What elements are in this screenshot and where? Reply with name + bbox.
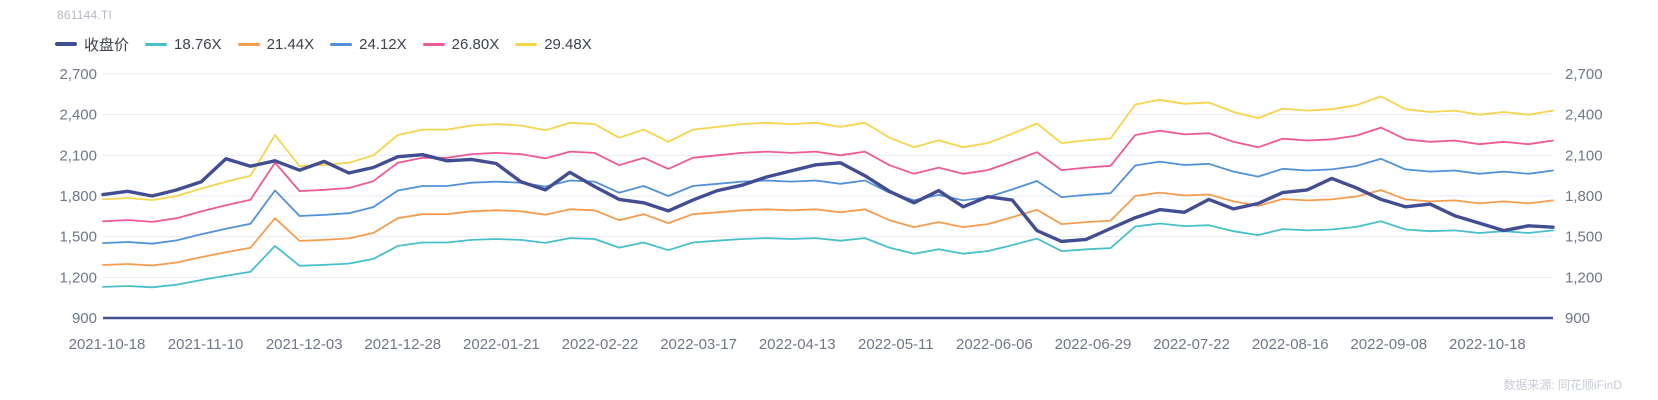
legend-item-24.12X[interactable]: 24.12X	[330, 36, 407, 53]
legend-label: 29.48X	[544, 35, 592, 53]
x-axis-label: 2022-10-18	[1449, 336, 1526, 353]
x-axis-label: 2022-01-21	[463, 336, 540, 353]
series-line-收盘价	[101, 152, 1555, 244]
series-line-26.80X	[102, 126, 1554, 223]
legend-item-收盘价[interactable]: 收盘价	[55, 34, 129, 55]
legend-item-18.76X[interactable]: 18.76X	[145, 36, 222, 53]
y-axis-label: 900	[1565, 310, 1590, 327]
x-axis-labels: 2021-10-18 2021-11-10 2021-12-03 2021-12-28…	[69, 336, 1526, 353]
x-axis-label: 2022-06-06	[956, 336, 1033, 353]
legend-item-21.44X[interactable]: 21.44X	[237, 35, 315, 53]
y-axis-label: 2,700	[1565, 66, 1603, 83]
x-axis-label: 2021-12-28	[364, 336, 441, 353]
y-axis-label: 1,800	[59, 188, 97, 205]
legend-swatch	[55, 42, 77, 46]
legend-swatch	[237, 42, 260, 46]
legend-label: 24.12X	[359, 35, 407, 53]
x-axis-label: 2021-10-18	[69, 336, 146, 353]
legend-item-29.48X[interactable]: 29.48X	[515, 36, 592, 53]
chart-legend: 收盘价 18.76X 21.44X 24.12X 26.80X 29.48X	[55, 34, 608, 55]
series-line-29.48X	[102, 95, 1554, 202]
legend-label: 收盘价	[84, 36, 130, 54]
legend-swatch	[145, 42, 168, 46]
legend-swatch	[422, 42, 445, 46]
legend-swatch	[515, 42, 538, 46]
y-axis-label: 2,400	[59, 107, 97, 124]
y-axis-label: 2,100	[1565, 147, 1603, 164]
x-axis-label: 2022-07-22	[1153, 336, 1230, 353]
security-code-label: 861144.TI	[57, 8, 112, 22]
y-axis-label: 2,700	[59, 66, 97, 83]
series-line-24.12X	[102, 157, 1554, 245]
x-axis-label: 2022-03-17	[660, 336, 737, 353]
x-axis-label: 2022-06-29	[1055, 336, 1132, 353]
y-axis-label: 1,500	[59, 229, 97, 246]
x-axis-label: 2022-04-13	[759, 336, 836, 353]
x-axis-label: 2022-05-11	[858, 336, 934, 353]
y-axis-label: 1,800	[1565, 188, 1603, 205]
x-axis-label: 2021-12-03	[266, 336, 343, 353]
legend-label: 18.76X	[174, 35, 222, 53]
legend-item-26.80X[interactable]: 26.80X	[422, 35, 500, 53]
y-axis-label: 1,200	[1565, 269, 1603, 286]
y-gridlines	[103, 73, 1553, 320]
x-axis-label: 2022-08-16	[1252, 336, 1329, 353]
series-line-21.44X	[102, 189, 1554, 267]
legend-swatch	[330, 42, 353, 46]
x-axis-label: 2022-02-22	[562, 336, 639, 353]
y-axis-label: 1,500	[1565, 229, 1603, 246]
y-axis-labels-right: 900 1,200 1,500 1,800 2,100 2,400 2,700	[1565, 66, 1603, 327]
y-axis-label: 2,100	[59, 147, 97, 164]
series-line-18.76X	[102, 220, 1554, 289]
x-axis-label: 2022-09-08	[1350, 336, 1427, 353]
legend-label: 26.80X	[451, 35, 500, 53]
series-lines	[101, 95, 1555, 289]
legend-label: 21.44X	[266, 35, 315, 53]
y-axis-label: 2,400	[1565, 107, 1603, 124]
y-axis-label: 900	[72, 310, 97, 327]
x-axis-label: 2021-11-10	[168, 336, 244, 353]
y-axis-labels-left: 900 1,200 1,500 1,800 2,100 2,400 2,700	[59, 66, 97, 327]
y-axis-label: 1,200	[59, 269, 97, 286]
data-source-label: 数据来源: 同花顺iFinD	[1503, 378, 1622, 392]
